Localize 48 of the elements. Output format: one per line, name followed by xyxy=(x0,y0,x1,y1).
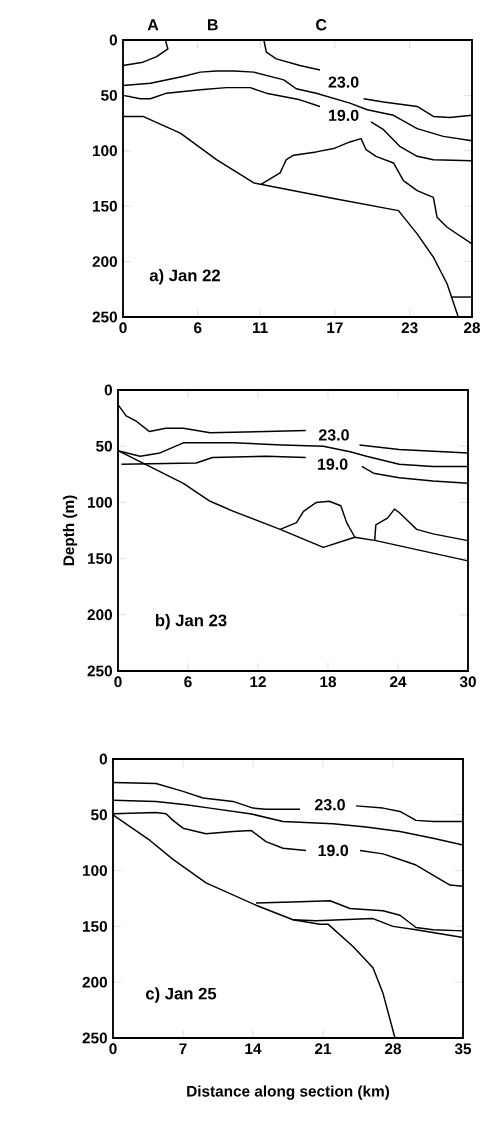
x-tick-label: 17 xyxy=(327,322,343,333)
y-tick-label: 100 xyxy=(88,496,112,508)
text: a) Jan 22 xyxy=(149,269,220,285)
text: c) Jan 25 xyxy=(145,987,217,1003)
text: B xyxy=(207,19,218,31)
annotation: 19.0 xyxy=(329,109,359,121)
x-tick-label: 23 xyxy=(401,322,418,334)
y-tick-label: 250 xyxy=(92,311,117,323)
y-tick-label: 200 xyxy=(87,609,112,621)
y-tick-label: 0 xyxy=(99,753,107,765)
y-tick-label: 100 xyxy=(83,865,107,877)
x-tick-label: 7 xyxy=(179,1043,187,1054)
x-tick-label: 28 xyxy=(463,322,481,334)
annotation: 19.0 xyxy=(317,458,348,470)
annotation: 19.0 xyxy=(318,844,349,857)
y-tick-label: 150 xyxy=(83,920,107,932)
y-tick-label: 100 xyxy=(93,145,117,157)
x-axis-title: Distance along section (km) xyxy=(187,1085,390,1100)
x-tick-label: 6 xyxy=(184,676,192,688)
x-tick-label: 11 xyxy=(252,322,268,333)
x-tick-label: 24 xyxy=(390,676,407,688)
annotation: 23.0 xyxy=(328,76,359,88)
text: b) Jan 23 xyxy=(155,614,227,630)
x-tick-label: 30 xyxy=(459,676,476,688)
annotation: 23.0 xyxy=(314,799,345,811)
x-tick-label: 12 xyxy=(250,676,266,688)
y-tick-label: 150 xyxy=(93,200,117,212)
y-tick-label: 250 xyxy=(82,1032,107,1044)
x-tick-label: 21 xyxy=(315,1043,332,1055)
x-tick-label: 18 xyxy=(320,676,337,688)
x-tick-label: 6 xyxy=(194,322,202,334)
y-tick-label: 50 xyxy=(91,809,107,821)
text: A xyxy=(147,19,159,31)
y-tick-label: 0 xyxy=(104,384,112,396)
y-tick-label: 200 xyxy=(82,976,107,988)
x-tick-label: 0 xyxy=(119,322,127,334)
x-tick-label: 28 xyxy=(385,1043,402,1055)
y-axis-title: Depth (m) xyxy=(62,495,78,566)
x-tick-label: 14 xyxy=(245,1043,262,1054)
y-tick-label: 50 xyxy=(101,89,117,101)
y-tick-label: 200 xyxy=(92,256,117,268)
y-tick-label: 50 xyxy=(96,440,112,452)
x-tick-label: 35 xyxy=(454,1043,472,1055)
y-tick-label: 0 xyxy=(109,34,117,46)
y-tick-label: 250 xyxy=(87,665,112,677)
y-tick-label: 150 xyxy=(88,553,112,565)
annotation: 23.0 xyxy=(318,429,349,441)
text: C xyxy=(316,19,327,31)
